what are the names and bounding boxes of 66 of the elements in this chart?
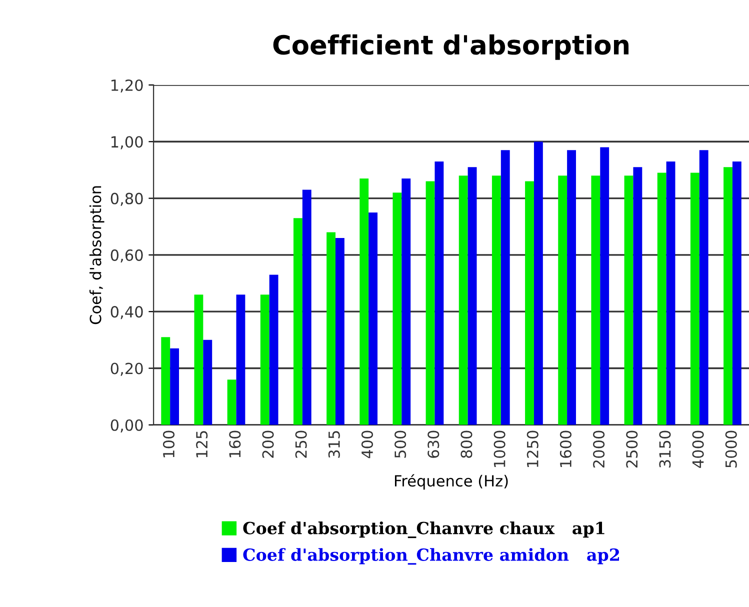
- bar: [426, 181, 435, 425]
- x-tick-label: 800: [460, 430, 472, 458]
- bar: [302, 190, 312, 425]
- bar: [666, 161, 676, 425]
- y-tick-label: 0,40: [110, 306, 143, 320]
- x-tick-label: 2000: [593, 430, 605, 468]
- y-tick-label: 0,00: [110, 419, 143, 432]
- x-tick-label: 5000: [725, 430, 737, 468]
- x-tick-label: 160: [229, 430, 241, 458]
- bar: [699, 150, 708, 425]
- bar: [500, 150, 510, 425]
- bar: [525, 181, 534, 425]
- bar: [392, 192, 402, 425]
- y-tick-label: 0,20: [110, 362, 143, 376]
- bar: [360, 178, 369, 425]
- bar: [326, 232, 336, 425]
- bar: [227, 380, 236, 425]
- bar: [458, 176, 468, 425]
- bar: [203, 340, 212, 425]
- x-tick-label: 125: [196, 431, 208, 458]
- x-tick-label: 630: [428, 430, 440, 458]
- bar: [591, 176, 600, 425]
- x-tick-label: 250: [295, 430, 307, 458]
- x-tick-label: 500: [394, 430, 406, 458]
- bar: [161, 337, 170, 425]
- bar: [368, 212, 378, 425]
- chart-title: Coefficient d'absorption: [273, 34, 628, 60]
- y-axis-title: Coef, d'absorption: [89, 186, 104, 324]
- x-tick-label: 1250: [526, 430, 538, 467]
- bar: [633, 167, 642, 425]
- x-tick-label: 1000: [494, 430, 506, 467]
- x-axis-title: Fréquence (Hz): [394, 474, 508, 490]
- bar: [170, 348, 180, 425]
- x-tick-label: 315: [328, 431, 340, 458]
- bar: [468, 167, 477, 425]
- bar: [492, 176, 501, 425]
- bar: [724, 167, 732, 425]
- bar: [194, 294, 204, 425]
- x-tick-label: 3150: [659, 430, 671, 468]
- bar: [335, 238, 344, 425]
- x-tick-label: 400: [361, 430, 374, 458]
- bar: [690, 172, 700, 425]
- x-tick-label: 4000: [692, 430, 704, 468]
- x-tick-label: 1600: [560, 430, 572, 467]
- bar: [600, 147, 610, 425]
- bar: [567, 150, 576, 425]
- bar: [269, 274, 278, 425]
- bar: [293, 218, 302, 425]
- legend-label: Coef d'absorption_Chanvre amidon ap2: [243, 548, 619, 565]
- y-tick-label: 0,80: [110, 192, 143, 206]
- x-tick-label: 2500: [626, 430, 638, 468]
- bar: [732, 161, 742, 425]
- x-tick-label: 200: [262, 430, 274, 458]
- bar: [260, 294, 270, 425]
- bar: [624, 176, 634, 425]
- y-tick-label: 0,60: [110, 249, 143, 263]
- bar: [402, 178, 411, 425]
- bar: [236, 294, 246, 425]
- bar: [534, 142, 543, 425]
- legend-label: Coef d'absorption_Chanvre chaux ap1: [243, 521, 604, 538]
- bar: [657, 172, 666, 425]
- x-tick-label: 100: [162, 430, 175, 458]
- y-tick-label: 1,20: [111, 79, 143, 93]
- bar: [558, 176, 568, 425]
- y-tick-label: 1,00: [111, 136, 143, 150]
- bar: [434, 161, 444, 425]
